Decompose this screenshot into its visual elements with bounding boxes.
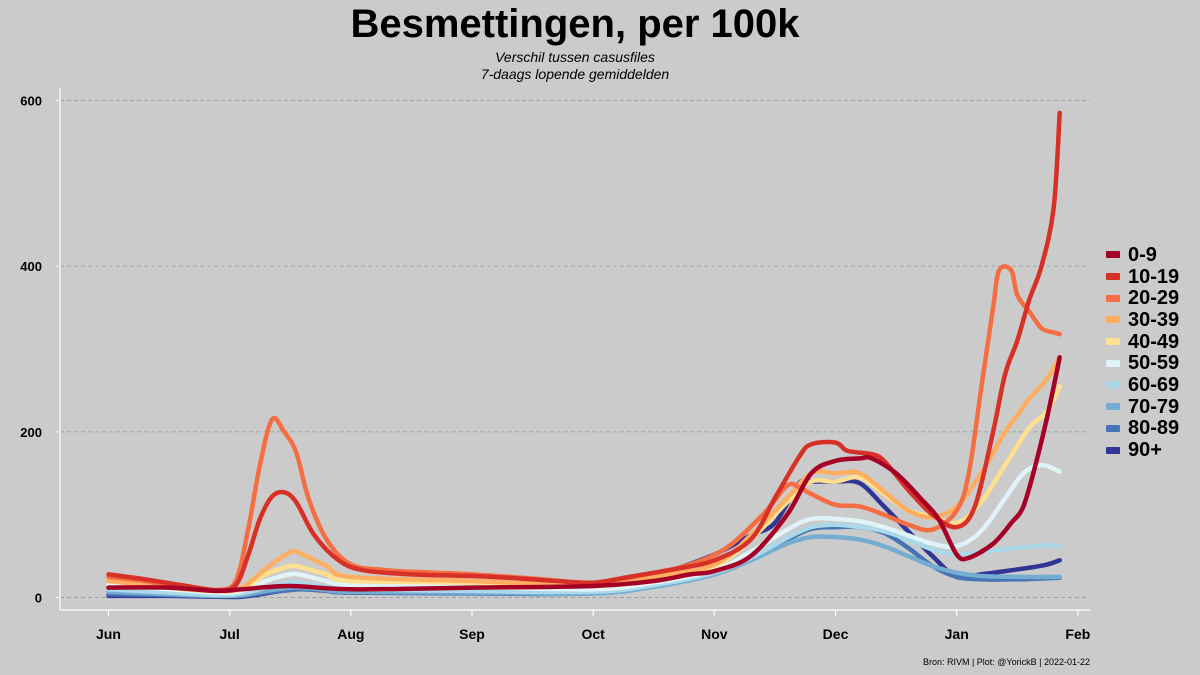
- x-tick-label: Dec: [823, 626, 849, 642]
- legend-item: 70-79: [1106, 396, 1179, 418]
- x-tick-label: Jul: [220, 626, 240, 642]
- legend-swatch: [1106, 403, 1120, 411]
- x-tick-label: Jun: [96, 626, 121, 642]
- legend-item: 0-9: [1106, 244, 1179, 266]
- series-line-30-39: [106, 355, 1062, 594]
- legend-swatch: [1106, 338, 1120, 346]
- legend-label: 70-79: [1128, 395, 1180, 418]
- legend-item: 40-49: [1106, 331, 1179, 353]
- legend-label: 30-39: [1128, 308, 1180, 331]
- legend-item: 50-59: [1106, 352, 1179, 374]
- y-tick-label: 400: [20, 259, 42, 274]
- x-tick-label: Jan: [945, 626, 969, 642]
- x-tick-label: Sep: [459, 626, 485, 642]
- y-tick-label: 600: [20, 93, 42, 108]
- series-line-10-19: [106, 110, 1062, 593]
- legend-swatch: [1106, 273, 1120, 281]
- legend-label: 20-29: [1128, 287, 1180, 310]
- legend: 0-9 10-19 20-29 30-39 40-49 50-59 60-69 70-79 80…: [1106, 244, 1179, 461]
- chart-subtitle-line-2: 7-daags lopende gemiddelden: [480, 66, 670, 82]
- legend-label: 60-69: [1128, 373, 1180, 396]
- legend-item: 80-89: [1106, 418, 1179, 440]
- legend-item: 20-29: [1106, 287, 1179, 309]
- legend-label: 90+: [1128, 439, 1162, 462]
- source-caption: Bron: RIVM | Plot: @YorickB | 2022-01-22: [922, 657, 1090, 667]
- x-tick-label: Feb: [1065, 626, 1090, 642]
- chart-subtitle-line-1: Verschil tussen casusfiles: [495, 49, 655, 65]
- series-line-50-59: [106, 462, 1062, 595]
- legend-label: 10-19: [1128, 265, 1180, 288]
- legend-label: 80-89: [1128, 417, 1180, 440]
- legend-item: 30-39: [1106, 309, 1179, 331]
- legend-swatch: [1106, 381, 1120, 389]
- legend-swatch: [1106, 424, 1120, 432]
- legend-item: 10-19: [1106, 266, 1179, 288]
- x-tick-label: Oct: [582, 626, 606, 642]
- y-tick-label: 200: [20, 425, 42, 440]
- legend-swatch: [1106, 446, 1120, 454]
- x-tick-label: Nov: [701, 626, 728, 642]
- series-line-0-9: [106, 355, 1062, 594]
- legend-swatch: [1106, 251, 1120, 259]
- y-tick-label: 0: [35, 591, 42, 606]
- chart-title: Besmettingen, per 100k: [350, 2, 800, 46]
- x-tick-label: Aug: [337, 626, 364, 642]
- legend-swatch: [1106, 316, 1120, 324]
- legend-label: 40-49: [1128, 330, 1180, 353]
- legend-swatch: [1106, 359, 1120, 367]
- legend-label: 0-9: [1128, 243, 1157, 266]
- legend-item: 90+: [1106, 439, 1179, 461]
- legend-label: 50-59: [1128, 352, 1180, 375]
- legend-swatch: [1106, 294, 1120, 302]
- series-line-20-29: [106, 264, 1062, 593]
- legend-item: 60-69: [1106, 374, 1179, 396]
